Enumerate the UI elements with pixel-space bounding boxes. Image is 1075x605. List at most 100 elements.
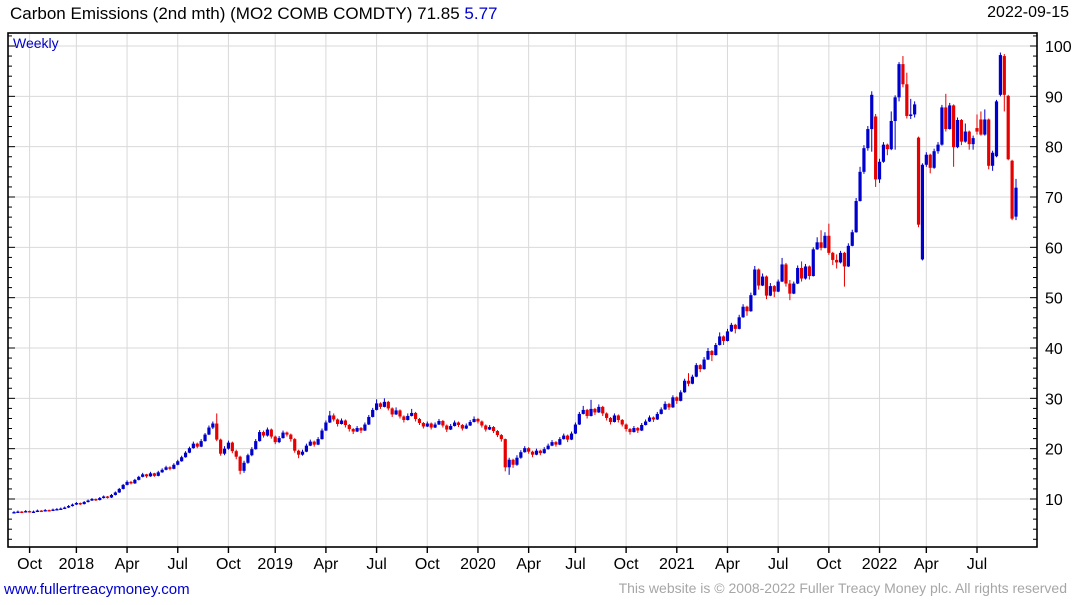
candlestick <box>27 510 32 513</box>
candlestick <box>441 419 445 428</box>
candlestick <box>920 163 925 261</box>
candlestick <box>955 117 960 149</box>
site-link[interactable]: www.fullertreacymoney.com <box>4 581 190 598</box>
x-axis-label: 2018 <box>59 556 95 573</box>
candlestick <box>417 417 422 426</box>
y-axis-label: 60 <box>1045 240 1063 257</box>
candlestick <box>183 451 188 458</box>
candlestick <box>877 158 882 183</box>
x-axis-label: Oct <box>17 556 42 573</box>
candlestick <box>113 491 117 496</box>
candlestick <box>616 414 620 423</box>
candlestick <box>944 93 948 132</box>
x-axis-label: Jul <box>565 556 585 573</box>
candlestick <box>632 426 636 433</box>
candlestick <box>893 95 897 150</box>
candlestick <box>608 416 613 425</box>
candlestick <box>940 104 944 146</box>
price-change: 5.77 <box>464 4 498 23</box>
candlestick <box>952 104 956 167</box>
candlestick <box>675 396 679 404</box>
candlestick <box>1002 54 1006 112</box>
candlestick <box>1014 178 1018 221</box>
candlestick <box>339 418 344 425</box>
timeframe-label: Weekly <box>13 35 59 51</box>
candlestick <box>710 350 714 362</box>
candlestick <box>374 399 379 411</box>
candlestick <box>991 150 995 171</box>
candlestick <box>581 405 585 415</box>
candlestick <box>636 427 640 434</box>
candlestick <box>168 466 172 471</box>
x-axis-label: 2022 <box>862 556 898 573</box>
candlestick <box>59 507 63 510</box>
candlestick <box>355 426 359 433</box>
y-axis-label: 100 <box>1045 39 1072 56</box>
candlestick <box>378 402 383 409</box>
candlestick <box>70 503 75 507</box>
candlestick <box>788 280 792 301</box>
copyright-text: This website is © 2008-2022 Fuller Treac… <box>618 580 1067 596</box>
candlestick <box>889 111 893 151</box>
candlestick <box>542 447 546 454</box>
candlestick <box>811 247 815 277</box>
candlestick <box>35 509 39 513</box>
candlestick <box>827 223 831 255</box>
x-axis-label: Apr <box>313 556 339 573</box>
candlestick <box>316 437 320 446</box>
candlestick <box>488 425 492 431</box>
candlestick <box>144 473 149 478</box>
candlestick <box>815 237 819 250</box>
candlestick <box>351 428 355 435</box>
candlestick <box>460 424 464 431</box>
candlestick <box>530 450 535 458</box>
candlestick <box>647 415 652 422</box>
candlestick <box>928 153 932 174</box>
candlestick <box>792 281 796 295</box>
candlestick <box>452 420 457 427</box>
candlestick <box>66 505 71 509</box>
candlestick <box>901 56 905 88</box>
x-axis-label: 2019 <box>257 556 293 573</box>
candlestick <box>605 412 609 421</box>
candlestick <box>620 418 624 427</box>
candlestick <box>90 497 94 502</box>
candlestick <box>854 198 858 233</box>
candlestick <box>679 390 683 402</box>
candlestick <box>499 434 503 442</box>
candlestick <box>979 111 983 136</box>
candlestick <box>491 426 496 434</box>
candlestick <box>211 421 215 430</box>
candlestick <box>148 471 153 477</box>
candlestick <box>745 305 749 316</box>
candlestick <box>760 273 765 287</box>
candlestick <box>277 436 281 444</box>
candlestick <box>757 268 761 290</box>
candlestick <box>819 230 823 251</box>
candlestick <box>468 419 472 427</box>
candlestick <box>55 508 59 511</box>
candlestick <box>975 114 979 135</box>
candlestick <box>472 416 476 423</box>
candlestick <box>31 510 36 513</box>
candlestick <box>577 411 581 426</box>
instrument-name: Carbon Emissions (2nd mth) (MO2 COMB COM… <box>10 4 413 23</box>
candlestick <box>842 251 847 287</box>
candlestick <box>729 322 733 332</box>
candlestick <box>86 499 90 503</box>
candlestick <box>569 431 574 441</box>
candlestick <box>78 502 82 506</box>
candlestick <box>74 502 78 506</box>
candlestick <box>187 446 192 454</box>
candlestick <box>156 470 160 477</box>
candlestick <box>706 348 710 361</box>
candlestick <box>300 449 305 456</box>
candlestick <box>655 411 659 420</box>
candlestick <box>554 441 558 447</box>
candlestick <box>226 440 231 450</box>
candlestick <box>39 510 43 513</box>
candlestick <box>367 414 371 426</box>
candlestick <box>515 455 519 466</box>
